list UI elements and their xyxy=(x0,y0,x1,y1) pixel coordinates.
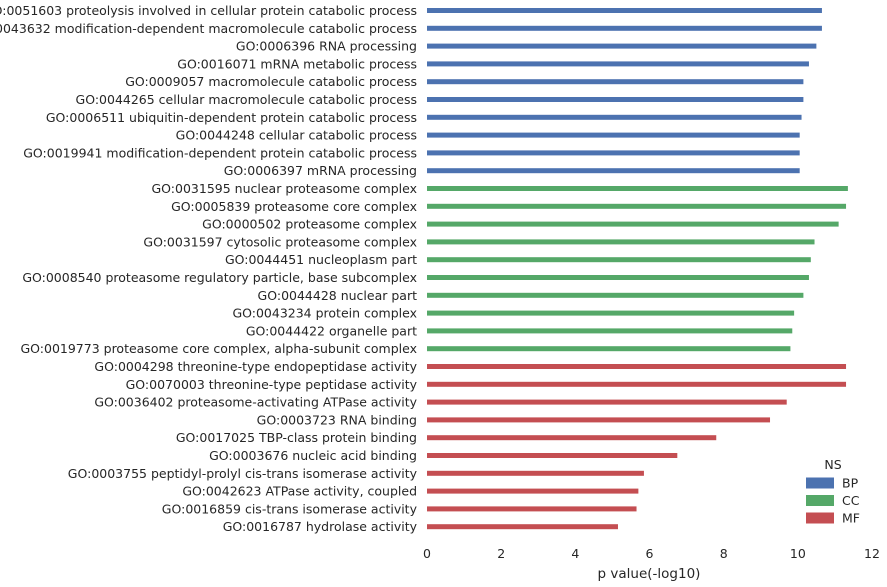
x-tick-label: 10 xyxy=(790,546,806,561)
bar-cc xyxy=(427,310,795,316)
category-label: GO:0006511 ubiquitin-dependent protein c… xyxy=(46,110,417,125)
bar-cc xyxy=(427,346,791,352)
x-tick-label: 6 xyxy=(646,546,654,561)
category-label: GO:0016071 mRNA metabolic process xyxy=(177,56,417,71)
category-label: GO:0003723 RNA binding xyxy=(257,412,417,427)
bar-mf xyxy=(427,399,787,405)
bar-bp xyxy=(427,43,817,49)
category-label: GO:0031595 nuclear proteasome complex xyxy=(152,181,418,196)
bar-mf xyxy=(427,470,644,476)
category-label: GO:0044428 nuclear part xyxy=(258,288,418,303)
legend-label: CC xyxy=(842,493,860,508)
legend-entries: BP CC MF xyxy=(806,476,860,526)
legend-swatch-mf xyxy=(806,512,834,524)
category-label: GO:0051603 proteolysis involved in cellu… xyxy=(0,3,417,18)
bar-mf xyxy=(427,364,847,369)
category-label: GO:0003676 nucleic acid binding xyxy=(209,448,417,463)
bar-cc xyxy=(427,257,811,263)
category-labels: GO:0051603 proteolysis involved in cellu… xyxy=(0,3,418,534)
legend-swatch-bp xyxy=(806,477,834,489)
legend-title: NS xyxy=(824,457,841,472)
bar-cc xyxy=(427,328,793,334)
bar-bp xyxy=(427,97,804,102)
category-label: GO:0008540 proteasome regulatory particl… xyxy=(22,270,417,285)
bar-cc xyxy=(427,221,839,227)
category-label: GO:0000502 proteasome complex xyxy=(202,217,417,232)
category-label: GO:0044422 organelle part xyxy=(246,323,417,338)
category-label: GO:0017025 TBP-class protein binding xyxy=(176,430,417,445)
legend-swatch-cc xyxy=(806,495,834,506)
category-label: GO:0004298 threonine-type endopeptidase … xyxy=(94,359,417,374)
x-axis-label: p value(-log10) xyxy=(598,566,701,582)
bar-cc xyxy=(427,186,848,191)
category-label: GO:0044451 nucleoplasm part xyxy=(225,252,417,267)
bar-cc xyxy=(427,239,815,245)
category-label: GO:0006396 RNA processing xyxy=(236,39,417,54)
bars xyxy=(427,8,848,530)
bar-mf xyxy=(427,435,717,441)
category-label: GO:0016787 hydrolase activity xyxy=(223,519,418,534)
x-axis-ticks: 0 2 4 6 8 10 12 xyxy=(423,546,880,561)
bar-bp xyxy=(427,168,800,174)
bar-bp xyxy=(427,150,800,156)
category-label: GO:0044248 cellular catabolic process xyxy=(176,128,417,143)
category-label: GO:0043632 modification-dependent macrom… xyxy=(0,21,417,36)
bar-bp xyxy=(427,79,804,85)
x-tick-label: 12 xyxy=(864,546,880,561)
x-tick-label: 0 xyxy=(423,546,431,561)
category-label: GO:0009057 macromolecule catabolic proce… xyxy=(125,74,417,89)
category-label: GO:0036402 proteasome-activating ATPase … xyxy=(94,395,417,410)
bar-mf xyxy=(427,417,771,423)
legend-label: BP xyxy=(842,476,859,491)
bar-mf xyxy=(427,524,618,530)
bar-mf xyxy=(427,488,639,494)
category-label: GO:0042623 ATPase activity, coupled xyxy=(182,484,417,499)
bar-bp xyxy=(427,61,809,67)
bar-mf xyxy=(427,506,637,512)
category-label: GO:0006397 mRNA processing xyxy=(224,163,417,178)
bar-bp xyxy=(427,114,802,120)
bar-cc xyxy=(427,275,809,280)
category-label: GO:0043234 protein complex xyxy=(232,306,417,321)
category-label: GO:0044265 cellular macromolecule catabo… xyxy=(76,92,417,107)
category-label: GO:0031597 cytosolic proteasome complex xyxy=(143,234,417,249)
x-tick-label: 8 xyxy=(720,546,728,561)
category-label: GO:0019773 proteasome core complex, alph… xyxy=(20,341,417,356)
x-tick-label: 2 xyxy=(497,546,505,561)
bar-mf xyxy=(427,381,847,387)
x-tick-label: 4 xyxy=(571,546,579,561)
category-label: GO:0005839 proteasome core complex xyxy=(171,199,417,214)
legend-label: MF xyxy=(842,511,860,526)
legend: NS BP CC MF xyxy=(806,457,860,526)
bar-cc xyxy=(427,292,804,298)
bar-mf xyxy=(427,453,678,458)
category-label: GO:0019941 modification-dependent protei… xyxy=(23,145,417,160)
category-label: GO:0070003 threonine-type peptidase acti… xyxy=(126,377,418,392)
category-label: GO:0016859 cis-trans isomerase activity xyxy=(162,501,418,516)
bar-bp xyxy=(427,132,800,138)
bar-bp xyxy=(427,8,822,13)
category-label: GO:0003755 peptidyl-prolyl cis-trans iso… xyxy=(68,466,418,481)
bar-cc xyxy=(427,203,847,209)
bar-bp xyxy=(427,25,822,31)
